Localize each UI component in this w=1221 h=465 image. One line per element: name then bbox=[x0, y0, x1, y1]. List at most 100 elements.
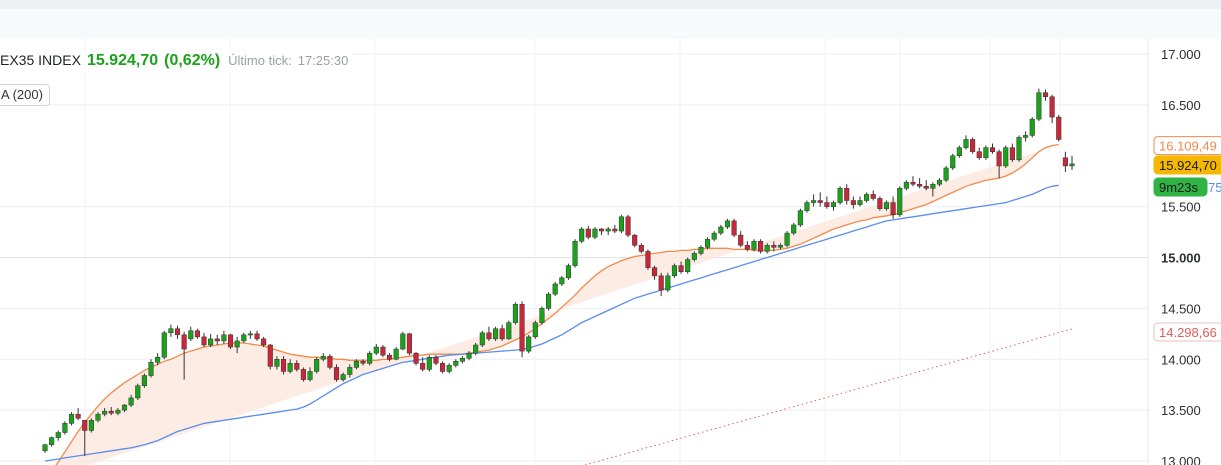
candle-up[interactable] bbox=[539, 306, 545, 325]
candle-down[interactable] bbox=[201, 332, 207, 348]
candle-up[interactable] bbox=[751, 239, 757, 252]
candle-up[interactable] bbox=[532, 320, 538, 339]
candle-up[interactable] bbox=[400, 331, 406, 351]
candle-down[interactable] bbox=[632, 234, 638, 248]
candle-down[interactable] bbox=[439, 361, 446, 374]
candle-down[interactable] bbox=[744, 241, 750, 252]
candle-down[interactable] bbox=[844, 184, 850, 205]
candle-down[interactable] bbox=[1056, 115, 1062, 142]
candle-down[interactable] bbox=[1042, 89, 1049, 101]
candle-down[interactable] bbox=[413, 352, 419, 366]
candle-up[interactable] bbox=[161, 330, 167, 360]
candle-up[interactable] bbox=[784, 231, 790, 248]
candle-up[interactable] bbox=[347, 364, 353, 378]
candle-up[interactable] bbox=[864, 192, 870, 203]
candle-down[interactable] bbox=[890, 196, 896, 219]
candle-down[interactable] bbox=[280, 356, 287, 375]
candle-up[interactable] bbox=[572, 239, 578, 268]
candle-down[interactable] bbox=[585, 225, 591, 240]
candle-up[interactable] bbox=[983, 145, 989, 160]
candle-up[interactable] bbox=[903, 180, 909, 191]
candle-up[interactable] bbox=[62, 421, 68, 435]
candle-down[interactable] bbox=[75, 408, 81, 421]
candle-up[interactable] bbox=[724, 218, 731, 230]
candle-down[interactable] bbox=[989, 143, 996, 154]
candle-up[interactable] bbox=[857, 196, 863, 207]
candle-up[interactable] bbox=[128, 394, 134, 408]
candle-down[interactable] bbox=[294, 360, 300, 372]
candle-down[interactable] bbox=[658, 272, 664, 297]
candle-down[interactable] bbox=[652, 265, 658, 280]
candle-up[interactable] bbox=[446, 363, 452, 374]
candle-up[interactable] bbox=[121, 404, 128, 413]
candle-up[interactable] bbox=[956, 145, 962, 158]
candle-down[interactable] bbox=[625, 214, 631, 238]
candle-up[interactable] bbox=[274, 356, 280, 370]
candle-down[interactable] bbox=[771, 241, 777, 252]
candle-down[interactable] bbox=[870, 190, 876, 201]
candle-up[interactable] bbox=[618, 214, 624, 234]
candle-down[interactable] bbox=[817, 192, 823, 207]
candle-up[interactable] bbox=[671, 263, 678, 278]
candle-down[interactable] bbox=[194, 328, 200, 339]
candle-up[interactable] bbox=[247, 330, 253, 339]
candle-down[interactable] bbox=[333, 364, 340, 382]
candle-up[interactable] bbox=[711, 231, 717, 242]
candle-up[interactable] bbox=[1016, 135, 1022, 162]
candle-up[interactable] bbox=[837, 186, 843, 205]
candle-up[interactable] bbox=[1069, 155, 1075, 170]
candle-up[interactable] bbox=[241, 332, 247, 343]
candle-up[interactable] bbox=[718, 224, 724, 236]
candle-up[interactable] bbox=[314, 357, 320, 374]
candle-up[interactable] bbox=[68, 412, 75, 426]
candle-up[interactable] bbox=[943, 165, 949, 183]
candle-up[interactable] bbox=[466, 351, 472, 361]
candle-up[interactable] bbox=[493, 326, 499, 341]
candle-up[interactable] bbox=[320, 353, 326, 362]
candle-down[interactable] bbox=[1009, 143, 1015, 162]
candle-down[interactable] bbox=[174, 325, 181, 339]
candle-up[interactable] bbox=[691, 251, 697, 262]
candle-up[interactable] bbox=[764, 243, 770, 254]
candle-down[interactable] bbox=[380, 345, 386, 358]
candle-up[interactable] bbox=[373, 343, 379, 356]
candle-down[interactable] bbox=[300, 367, 306, 382]
candle-down[interactable] bbox=[327, 354, 333, 370]
candle-down[interactable] bbox=[227, 333, 234, 350]
candle-up[interactable] bbox=[605, 226, 611, 236]
candle-up[interactable] bbox=[353, 359, 359, 370]
candle-down[interactable] bbox=[910, 176, 916, 187]
candle-down[interactable] bbox=[82, 420, 88, 456]
candle-down[interactable] bbox=[499, 324, 505, 341]
candle-down[interactable] bbox=[678, 261, 684, 274]
candle-down[interactable] bbox=[386, 353, 393, 362]
candle-up[interactable] bbox=[698, 245, 704, 256]
candle-down[interactable] bbox=[917, 178, 923, 189]
candle-down[interactable] bbox=[181, 331, 187, 380]
candle-down[interactable] bbox=[923, 180, 929, 191]
candle-up[interactable] bbox=[897, 186, 903, 217]
candle-up[interactable] bbox=[426, 355, 432, 372]
candle-down[interactable] bbox=[645, 249, 651, 270]
candle-up[interactable] bbox=[473, 342, 479, 356]
candle-down[interactable] bbox=[267, 343, 273, 370]
candle-up[interactable] bbox=[102, 408, 108, 417]
candle-down[interactable] bbox=[824, 196, 830, 209]
candle-up[interactable] bbox=[565, 263, 571, 280]
candle-up[interactable] bbox=[55, 430, 61, 441]
candle-up[interactable] bbox=[811, 194, 817, 207]
symbol-name[interactable]: EX35 INDEX bbox=[0, 52, 81, 68]
candle-up[interactable] bbox=[287, 359, 293, 374]
candle-up[interactable] bbox=[559, 275, 565, 286]
candle-up[interactable] bbox=[883, 200, 890, 211]
candle-up[interactable] bbox=[95, 412, 101, 423]
candle-up[interactable] bbox=[115, 408, 121, 416]
candle-down[interactable] bbox=[970, 137, 976, 154]
candle-up[interactable] bbox=[307, 367, 313, 382]
candle-down[interactable] bbox=[1062, 151, 1068, 173]
candle-up[interactable] bbox=[155, 353, 161, 366]
candle-up[interactable] bbox=[797, 208, 803, 227]
candle-up[interactable] bbox=[1036, 88, 1042, 122]
candle-down[interactable] bbox=[433, 355, 439, 366]
candle-down[interactable] bbox=[254, 330, 260, 341]
